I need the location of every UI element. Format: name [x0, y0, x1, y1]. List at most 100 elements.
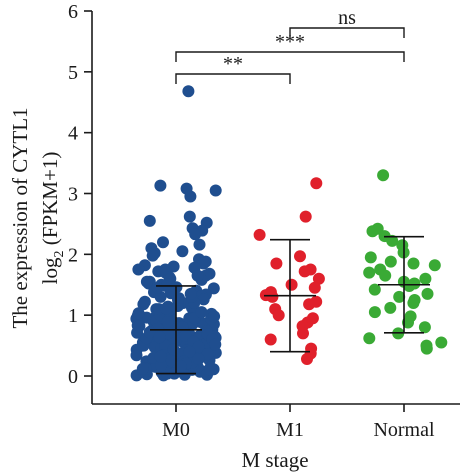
data-point-normal [364, 251, 377, 264]
y-axis-title-log: log [38, 257, 62, 284]
axes [91, 11, 460, 405]
data-point-normal [393, 290, 406, 303]
data-point-normal [421, 287, 434, 300]
data-point-m1 [298, 265, 311, 278]
significance-label: *** [275, 31, 305, 53]
x-tick-label: Normal [373, 419, 435, 441]
data-point-m0 [132, 307, 145, 320]
data-point-normal [379, 269, 392, 282]
data-point-m1 [272, 309, 285, 322]
data-point-m1 [312, 272, 325, 285]
data-point-m1 [297, 327, 309, 340]
data-point-m0 [136, 362, 149, 375]
significance-bracket [175, 73, 291, 84]
data-point-m0 [183, 210, 196, 223]
y-tick-label: 2 [68, 244, 78, 266]
data-point-normal [407, 257, 420, 270]
data-point-m0 [146, 249, 159, 262]
y-axis-title-subscript: 2 [52, 250, 67, 257]
y-tick-label: 5 [68, 62, 78, 84]
data-point-m1 [294, 250, 306, 263]
data-point-m0 [179, 329, 192, 342]
data-point-m0 [130, 349, 143, 362]
data-point-normal [363, 266, 376, 279]
data-point-m0 [157, 236, 169, 249]
data-point-normal [363, 332, 376, 345]
data-point-m1 [266, 290, 279, 303]
data-point-m1 [303, 298, 316, 311]
data-point-m1 [299, 210, 312, 223]
y-tick-label: 3 [68, 184, 78, 206]
data-point-m0 [184, 190, 197, 203]
data-point-m0 [208, 310, 221, 323]
data-point-m0 [155, 359, 167, 372]
data-point-normal [402, 316, 414, 329]
data-point-m0 [197, 257, 210, 270]
significance-bracket [289, 27, 405, 38]
data-point-m0 [140, 275, 153, 288]
y-axis-title-unit: (FPKM+1) [38, 152, 62, 251]
data-point-m0 [176, 245, 189, 258]
x-ticks: M0 M1 Normal [162, 404, 435, 441]
data-point-normal [368, 306, 381, 319]
data-point-m0 [192, 353, 205, 365]
data-point-m0 [172, 294, 184, 306]
data-point-m0 [167, 343, 180, 356]
data-point-m0 [164, 354, 177, 367]
x-tick-label: M0 [162, 419, 190, 441]
data-point-m0 [197, 293, 210, 306]
data-point-m0 [133, 320, 146, 333]
data-point-m0 [143, 214, 156, 227]
data-point-m0 [151, 281, 164, 294]
data-point-m0 [189, 228, 202, 241]
data-point-m0 [193, 238, 206, 251]
data-point-m0 [174, 360, 187, 373]
data-point-m0 [161, 315, 174, 328]
data-point-normal [419, 272, 432, 285]
y-ticks: 0 1 2 3 4 5 6 [68, 1, 92, 388]
data-point-m0 [191, 269, 204, 282]
data-point-m0 [182, 85, 195, 98]
y-tick-label: 1 [68, 305, 78, 327]
data-point-normal [368, 283, 381, 296]
data-point-normal [366, 225, 379, 238]
data-point-m1 [253, 228, 266, 241]
data-point-m0 [154, 290, 167, 303]
y-axis-title: The expression of CYTL1 log2 (FPKM+1) [8, 107, 67, 328]
data-point-normal [420, 342, 433, 355]
significance-bracket [175, 51, 405, 62]
data-point-normal [418, 321, 431, 334]
data-point-m1 [264, 333, 277, 346]
data-point-m0 [137, 298, 150, 311]
data-point-normal [435, 336, 448, 349]
data-point-normal [407, 297, 420, 309]
data-point-m1 [270, 257, 283, 270]
data-point-m1 [285, 278, 298, 291]
data-point-m0 [184, 287, 197, 300]
data-point-m0 [154, 179, 167, 192]
data-point-m0 [183, 345, 196, 358]
y-tick-label: 0 [68, 366, 78, 388]
significance-brackets: *****ns [175, 7, 405, 84]
y-axis-title-line2: log2 (FPKM+1) [38, 152, 67, 285]
data-point-m0 [154, 350, 167, 363]
data-point-normal [384, 255, 397, 268]
y-tick-label: 4 [68, 123, 78, 145]
data-point-m0 [209, 338, 222, 351]
data-point-m0 [195, 306, 208, 319]
data-point-m1 [310, 177, 323, 190]
error-bars [150, 235, 430, 375]
data-points [130, 85, 448, 382]
data-point-m0 [153, 331, 166, 344]
significance-label: ** [223, 53, 243, 75]
x-tick-label: M1 [276, 419, 304, 441]
y-axis-title-line1: The expression of CYTL1 [8, 107, 32, 328]
data-point-normal [377, 169, 390, 182]
data-point-m0 [160, 302, 173, 315]
data-point-m0 [209, 184, 222, 197]
data-point-m0 [201, 348, 214, 361]
data-point-m0 [192, 340, 205, 353]
data-point-m1 [301, 353, 313, 365]
x-axis-title: M stage [241, 448, 308, 472]
